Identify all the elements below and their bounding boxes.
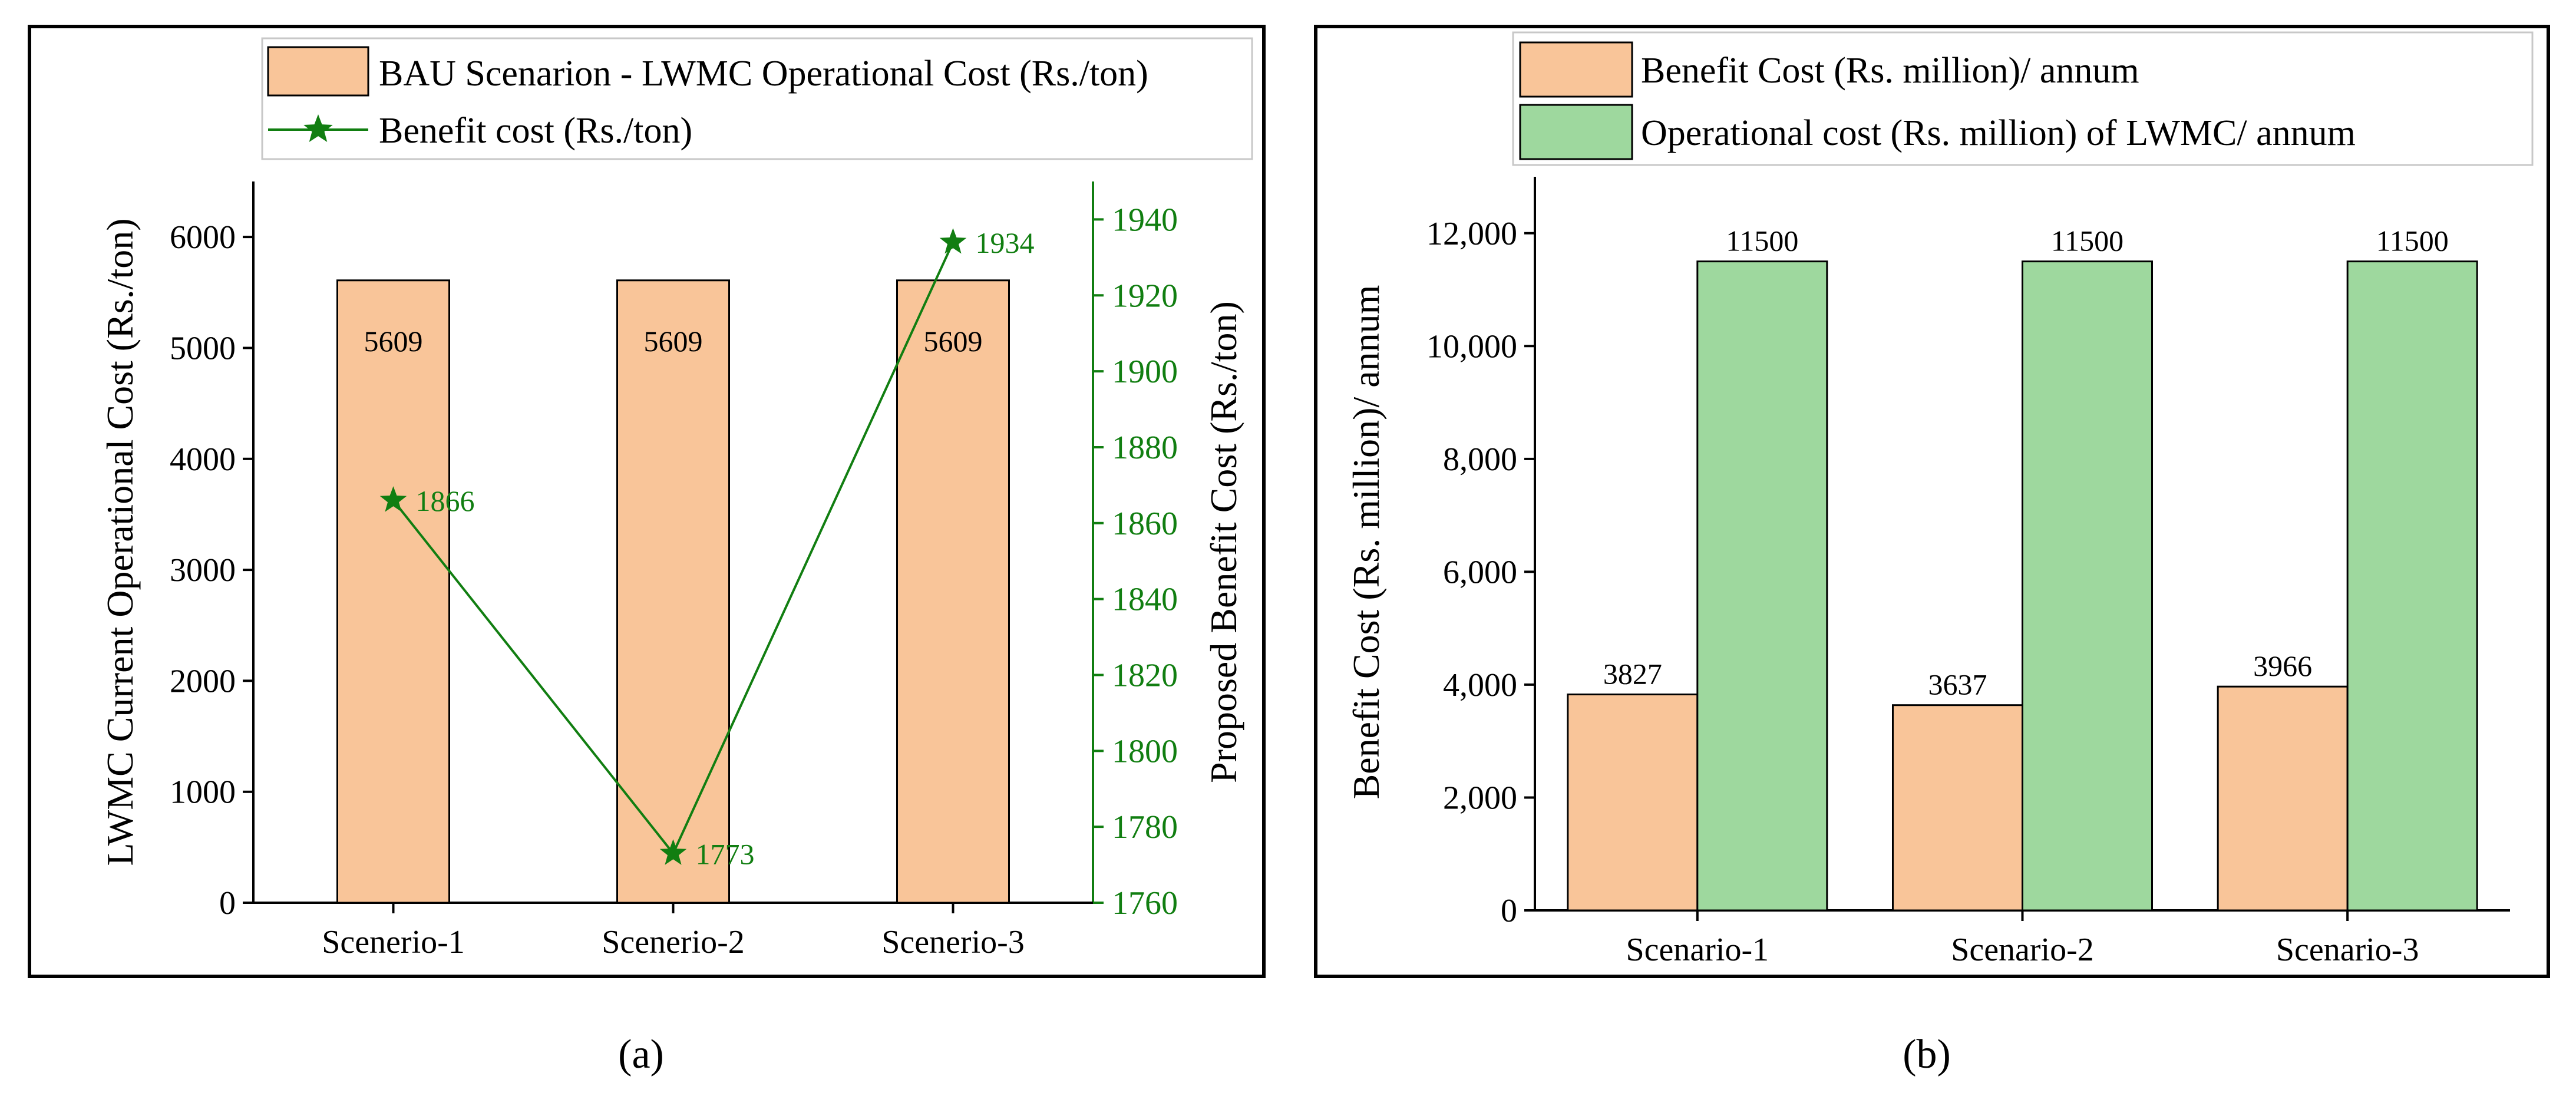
benefit-cost-label: 3966 [2253,649,2312,682]
panel-a-bars: 5609 5609 5609 [336,279,1010,904]
right-tick-label: 1940 [1112,202,1178,238]
y-tick-label: 2,000 [1443,780,1517,816]
legend-label-operational: Operational cost (Rs. million) of LWMC/ … [1641,113,2356,153]
y-tick-label: 10,000 [1426,328,1517,365]
panel-b-y-axis-title: Benefit Cost (Rs. million)/ annum [1345,285,1387,800]
right-tick-label: 1920 [1112,278,1178,314]
panel-b: Benefit Cost (Rs. million)/ annum Operat… [1314,25,2550,978]
x-tick-label: Scenerio-1 [322,924,465,960]
right-tick-label: 1880 [1112,430,1178,466]
x-tick-label: Scenario-2 [1951,932,2094,968]
left-tick-label: 6000 [170,219,236,256]
benefit-point-label: 1773 [696,837,755,870]
benefit-cost-bar [1892,704,2023,912]
panel-a: BAU Scenarion - LWMC Operational Cost (R… [28,25,1266,978]
x-tick-label: Scenerio-3 [881,924,1025,960]
panel-b-legend-box [1512,31,2534,166]
y-tick-label: 6,000 [1443,554,1517,590]
legend-label-benefit-b: Benefit Cost (Rs. million)/ annum [1641,51,2139,91]
benefit-cost-bar [1567,693,1699,912]
x-tick-label: Scenario-3 [2276,932,2419,968]
y-tick-label: 12,000 [1426,216,1517,252]
benefit-star-marker-icon [659,839,687,865]
right-tick-label: 1840 [1112,582,1178,618]
left-tick-label: 1000 [170,774,236,811]
caption-a: (a) [618,1032,664,1077]
panel-a-x-tick-labels: Scenerio-1 Scenerio-2 Scenerio-3 [322,903,1025,960]
legend-swatch-operational [1519,104,1633,160]
y-tick-label: 8,000 [1443,441,1517,478]
benefit-point-label: 1934 [976,226,1035,259]
bau-bar [896,279,1010,904]
legend-swatch-benefit [1519,41,1633,98]
legend-label-bau: BAU Scenarion - LWMC Operational Cost (R… [379,54,1148,94]
benefit-star-marker-icon [379,486,407,512]
left-tick-label: 2000 [170,663,236,699]
panel-b-y-ticks: 0 2,000 4,000 6,000 8,000 10,000 12,000 [1426,216,1535,929]
panel-a-left-axis-title: LWMC Current Operational Cost (Rs./ton) [99,218,141,866]
bau-bar [616,279,730,904]
benefit-cost-label: 3637 [1928,668,1987,701]
y-tick-label: 4,000 [1443,667,1517,704]
panel-b-bars: 3827 3637 3966 11500 11500 11500 [1567,225,2478,912]
right-tick-label: 1900 [1112,354,1178,390]
panel-a-legend: BAU Scenarion - LWMC Operational Cost (R… [261,37,1253,160]
panel-a-left-ticks: 0 1000 2000 3000 4000 5000 6000 [170,219,253,922]
benefit-cost-bar [2217,685,2349,912]
caption-b: (b) [1903,1032,1951,1077]
legend-label-benefit: Benefit cost (Rs./ton) [379,111,692,151]
left-tick-label: 4000 [170,441,236,478]
benefit-star-marker-icon [939,228,967,254]
left-tick-label: 5000 [170,330,236,367]
panel-b-frame [1314,25,2550,978]
right-tick-label: 1760 [1112,885,1178,922]
panel-a-frame [28,25,1266,978]
right-tick-label: 1800 [1112,733,1178,770]
operational-cost-bar [1696,260,1828,912]
x-tick-label: Scenerio-2 [602,924,745,960]
operational-cost-bar [2022,260,2153,912]
right-tick-label: 1780 [1112,809,1178,846]
panel-a-right-ticks: 1760 1780 1800 1820 1840 1860 1880 1900 1920 1940 [1093,202,1178,922]
operational-cost-label: 11500 [1726,225,1798,258]
left-tick-label: 3000 [170,552,236,589]
operational-cost-label: 11500 [2051,225,2123,258]
right-tick-label: 1820 [1112,657,1178,694]
bau-bar-label: 5609 [364,325,423,358]
x-tick-label: Scenario-1 [1626,932,1769,968]
panel-a-right-axis-title: Proposed Benefit Cost (Rs./ton) [1203,301,1244,783]
bau-bar-label: 5609 [924,325,983,358]
panel-a-legend-box [261,37,1253,160]
legend-star-benefit-icon [303,114,333,142]
left-tick-label: 0 [219,885,236,922]
bau-bar-label: 5609 [644,325,703,358]
right-tick-label: 1860 [1112,506,1178,542]
y-tick-label: 0 [1501,893,1517,929]
legend-swatch-bau [267,46,369,97]
benefit-point-label: 1866 [416,484,475,517]
panel-b-x-tick-labels: Scenario-1 Scenario-2 Scenario-3 [1626,910,2419,968]
bau-bar [336,279,450,904]
panel-b-legend: Benefit Cost (Rs. million)/ annum Operat… [1512,31,2534,166]
panel-a-benefit-line: 1866 1773 1934 [379,226,1035,870]
benefit-cost-label: 3827 [1603,657,1662,690]
operational-cost-bar [2346,260,2478,912]
operational-cost-label: 11500 [2376,225,2449,258]
